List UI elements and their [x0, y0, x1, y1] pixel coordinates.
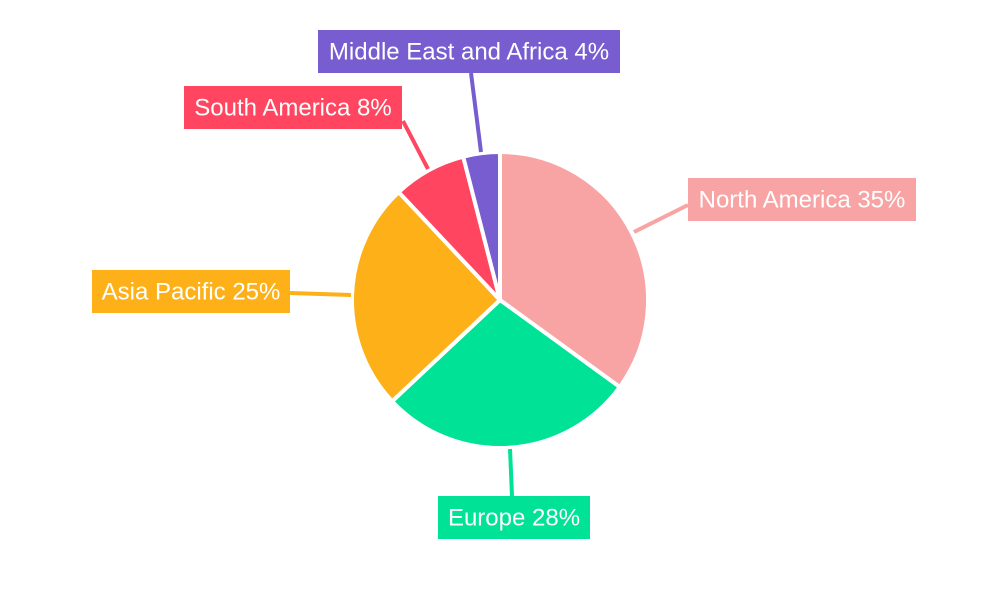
data-label-middle-east-and-africa: Middle East and Africa 4%: [329, 39, 609, 66]
pie-slice-asia-pacific[interactable]: [350, 190, 502, 404]
label-box-europe: [438, 496, 590, 539]
pie-slice-europe[interactable]: [390, 298, 622, 450]
data-label-europe: Europe 28%: [448, 505, 580, 532]
label-box-south-america: [184, 86, 402, 129]
label-box-asia-pacific: [92, 270, 290, 313]
leader-line-europe: [508, 448, 514, 497]
data-label-south-america: South America 8%: [194, 95, 391, 122]
leader-line-middle-east-and-africa: [469, 72, 483, 153]
pie-slice-north-america[interactable]: [498, 150, 650, 389]
label-box-middle-east-and-africa: [318, 30, 620, 73]
leader-line-asia-pacific: [289, 291, 352, 297]
data-label-asia-pacific: Asia Pacific 25%: [102, 279, 281, 306]
pie-slice-middle-east-and-africa[interactable]: [461, 150, 502, 302]
leader-line-north-america: [633, 203, 689, 234]
label-box-north-america: [688, 178, 916, 221]
leader-line-south-america: [401, 120, 430, 170]
data-label-north-america: North America 35%: [699, 187, 906, 214]
